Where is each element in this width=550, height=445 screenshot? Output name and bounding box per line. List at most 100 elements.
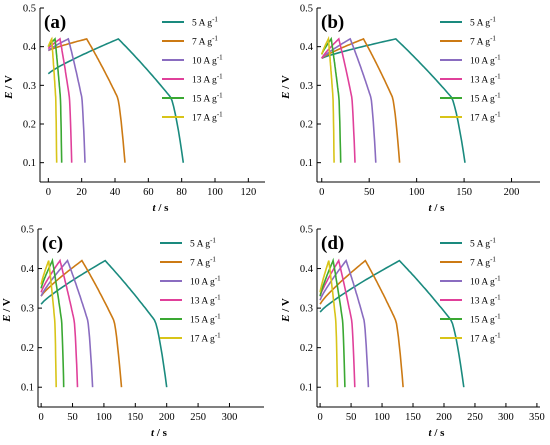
y-tick-label: 0.1 <box>23 158 36 169</box>
legend-label: 5 A g-1 <box>190 237 216 250</box>
legend-label: 17 A g-1 <box>470 332 501 345</box>
x-tick-label: 300 <box>222 412 238 423</box>
y-tick-label: 0.1 <box>21 383 34 394</box>
series-line-6 <box>40 260 57 388</box>
x-tick-label: 200 <box>504 187 520 198</box>
x-tick-label: 150 <box>405 412 421 423</box>
series-line-6 <box>319 260 339 388</box>
x-tick-label: 350 <box>529 412 545 423</box>
x-tick-label: 200 <box>436 412 452 423</box>
series-line-1 <box>319 259 465 388</box>
legend-label: 15 A g-1 <box>192 92 223 105</box>
y-tick-label: 0.4 <box>23 42 37 53</box>
series-line-1 <box>47 37 185 163</box>
y-tick-label: 0.5 <box>23 4 36 15</box>
legend-label: 10 A g-1 <box>470 275 501 288</box>
x-tick-label: 50 <box>346 412 357 423</box>
legend-label: 17 A g-1 <box>470 111 501 124</box>
y-tick-label: 0.5 <box>21 225 34 236</box>
series-line-1 <box>40 259 168 388</box>
x-tick-label: 120 <box>240 187 256 198</box>
panel-d: 0.1 0.2 0.3 0.4 0.5 0 50 100 150 200 250 300 350 t / … <box>280 225 545 440</box>
y-tick-label: 0.5 <box>300 4 313 15</box>
legend-label: 7 A g-1 <box>470 35 496 48</box>
panel-label: (a) <box>44 12 66 33</box>
x-tick-label: 0 <box>317 412 322 423</box>
x-tick-label: 150 <box>456 187 472 198</box>
series-line-4 <box>40 258 79 388</box>
series-line-2 <box>40 259 123 388</box>
series-line-5 <box>319 257 346 388</box>
y-tick-label: 0.1 <box>300 158 313 169</box>
x-tick-label: 200 <box>159 412 175 423</box>
x-tick-label: 0 <box>46 187 51 198</box>
x-tick-label: 0 <box>319 187 324 198</box>
legend-label: 7 A g-1 <box>192 35 218 48</box>
y-tick-label: 0.5 <box>300 225 313 236</box>
y-tick-label: 0.2 <box>300 343 313 354</box>
series-line-3 <box>40 259 94 388</box>
series-line-6 <box>47 36 58 163</box>
x-tick-label: 50 <box>67 412 78 423</box>
y-tick-label: 0.2 <box>21 343 34 354</box>
legend-label: 13 A g-1 <box>190 294 221 307</box>
panel-c: 0.1 0.2 0.3 0.4 0.5 0 50 100 150 200 250 300 t / s E … <box>1 225 264 439</box>
y-tick-label: 0.2 <box>23 120 36 131</box>
series-line-5 <box>40 257 65 388</box>
series-line-4 <box>319 258 356 388</box>
series-line-2 <box>319 259 404 388</box>
legend-label: 10 A g-1 <box>190 275 221 288</box>
y-tick-label: 0.1 <box>300 383 313 394</box>
legend-label: 10 A g-1 <box>470 54 501 67</box>
x-axis-label: t / s <box>429 427 446 439</box>
x-tick-label: 50 <box>364 187 375 198</box>
legend-label: 5 A g-1 <box>470 16 496 29</box>
y-tick-label: 0.3 <box>21 304 34 315</box>
y-tick-label: 0.2 <box>300 120 313 131</box>
y-tick-label: 0.4 <box>300 42 314 53</box>
y-tick-label: 0.4 <box>21 264 35 275</box>
panel-label: (c) <box>42 233 63 254</box>
x-tick-label: 250 <box>190 412 206 423</box>
x-tick-label: 0 <box>39 412 44 423</box>
legend-label: 13 A g-1 <box>192 73 223 86</box>
panel-label: (d) <box>321 233 344 254</box>
x-axis-label: t / s <box>151 427 168 439</box>
legend-label: 15 A g-1 <box>470 92 501 105</box>
y-tick-label: 0.3 <box>23 81 36 92</box>
series-line-6 <box>320 35 335 163</box>
series-line-5 <box>47 37 63 163</box>
x-tick-label: 60 <box>143 187 154 198</box>
legend-label: 17 A g-1 <box>190 332 221 345</box>
x-axis-label: t / s <box>429 202 446 214</box>
x-tick-label: 40 <box>110 187 121 198</box>
x-tick-label: 80 <box>176 187 187 198</box>
legend-label: 15 A g-1 <box>470 313 501 326</box>
y-tick-label: 0.3 <box>300 304 313 315</box>
x-tick-label: 100 <box>207 187 223 198</box>
x-tick-label: 100 <box>96 412 112 423</box>
legend-label: 10 A g-1 <box>192 54 223 67</box>
series-line-4 <box>47 37 73 163</box>
x-axis-label: t / s <box>153 202 170 214</box>
x-tick-label: 150 <box>127 412 143 423</box>
legend-label: 7 A g-1 <box>190 256 216 269</box>
panel-a: 0.1 0.2 0.3 0.4 0.5 0 20 40 60 80 100 120 t / s E / V… <box>3 4 265 214</box>
legend-label: 5 A g-1 <box>192 16 218 29</box>
panel-label: (b) <box>321 12 344 33</box>
y-tick-label: 0.4 <box>300 264 314 275</box>
legend-label: 7 A g-1 <box>470 256 496 269</box>
panel-b: 0.1 0.2 0.3 0.4 0.5 0 50 100 150 200 t / s E / V (b)… <box>280 4 540 214</box>
series-line-2 <box>47 37 126 163</box>
x-tick-label: 20 <box>76 187 87 198</box>
y-axis-label: E / V <box>3 75 15 100</box>
y-axis-label: E / V <box>1 298 13 323</box>
legend-label: 5 A g-1 <box>470 237 496 250</box>
x-tick-label: 100 <box>409 187 425 198</box>
x-tick-label: 100 <box>374 412 390 423</box>
y-axis-label: E / V <box>280 298 292 323</box>
y-axis-label: E / V <box>280 75 292 100</box>
series-line-3 <box>321 37 377 163</box>
legend-label: 13 A g-1 <box>470 294 501 307</box>
